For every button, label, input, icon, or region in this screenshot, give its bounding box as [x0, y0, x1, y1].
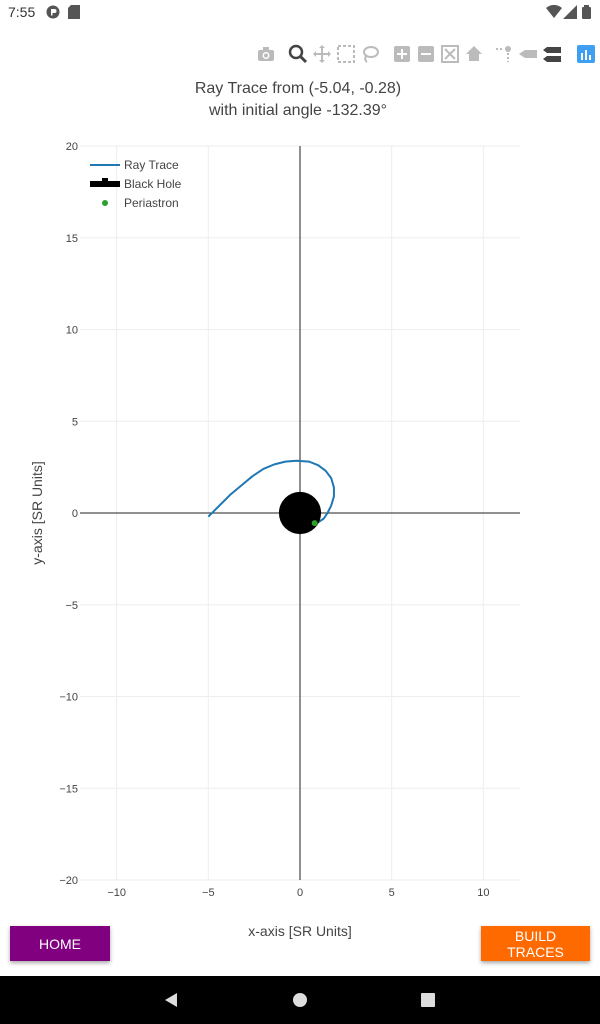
y-tick-label: 5: [72, 416, 78, 428]
sd-card-icon: [68, 5, 80, 24]
build-traces-button[interactable]: BUILD TRACES: [481, 926, 590, 961]
status-bar: 7:55: [0, 0, 600, 24]
zoom-in-icon[interactable]: [392, 44, 412, 64]
status-time: 7:55: [8, 4, 36, 20]
ray-trace-chart[interactable]: Ray Trace from (-5.04, -0.28) with initi…: [0, 70, 600, 950]
y-tick-label: 10: [66, 325, 78, 337]
battery-icon: [582, 5, 591, 24]
plot-toolbar: [250, 44, 600, 68]
back-icon[interactable]: [163, 992, 179, 1013]
x-tick-label: −10: [107, 887, 126, 899]
legend-ray-trace-label: Ray Trace: [124, 158, 179, 172]
chart-title: Ray Trace from (-5.04, -0.28): [195, 80, 401, 97]
reset-axes-icon[interactable]: [464, 44, 484, 64]
x-tick-label: −5: [202, 887, 215, 899]
pan-icon[interactable]: [312, 44, 332, 64]
legend-periastron-swatch: [102, 200, 108, 206]
legend-periastron-label: Periastron: [124, 196, 179, 210]
camera-icon[interactable]: [256, 44, 276, 64]
y-tick-label: −10: [59, 692, 78, 704]
series: [207, 459, 335, 535]
recents-icon[interactable]: [421, 993, 435, 1012]
home-button[interactable]: HOME: [10, 926, 110, 961]
home-nav-icon[interactable]: [292, 992, 308, 1013]
black-hole-marker: [278, 491, 322, 535]
chart-subtitle: with initial angle -132.39°: [208, 102, 387, 119]
x-tick-label: 0: [297, 887, 303, 899]
zoom-icon[interactable]: [288, 44, 308, 64]
lasso-icon[interactable]: [360, 44, 380, 64]
y-tick-label: −5: [65, 600, 78, 612]
legend-black-hole-swatch-cap: [102, 178, 108, 182]
app-notification-icon: [46, 5, 60, 24]
y-tick-label: −15: [59, 783, 78, 795]
wifi-icon: [546, 4, 562, 24]
y-tick-label: 15: [66, 233, 78, 245]
signal-icon: [563, 5, 577, 24]
box-select-icon[interactable]: [336, 44, 356, 64]
zoom-out-icon[interactable]: [416, 44, 436, 64]
legend-black-hole-label: Black Hole: [124, 177, 182, 191]
plotly-logo-icon[interactable]: [576, 44, 596, 64]
y-axis-label: y-axis [SR Units]: [29, 461, 45, 564]
navigation-bar: [0, 976, 600, 1024]
y-tick-label: 0: [72, 508, 78, 520]
x-axis-label: x-axis [SR Units]: [248, 923, 351, 939]
legend-black-hole-swatch: [90, 181, 120, 187]
legend[interactable]: Ray Trace Black Hole Periastron: [90, 158, 182, 210]
y-tick-label: 20: [66, 141, 78, 153]
ray-trace-line: [207, 459, 335, 525]
autoscale-icon[interactable]: [440, 44, 460, 64]
x-tick-label: 10: [477, 887, 489, 899]
y-tick-label: −20: [59, 875, 78, 887]
x-tick-label: 5: [389, 887, 395, 899]
tick-labels: −10 −5 0 5 10 −20 −15 −10 −5 0 5 10 15 20: [59, 141, 489, 899]
periastron-point: [311, 520, 318, 527]
hover-closest-icon[interactable]: [518, 44, 538, 64]
spike-lines-icon[interactable]: [494, 44, 514, 64]
hover-compare-icon[interactable]: [542, 44, 562, 64]
